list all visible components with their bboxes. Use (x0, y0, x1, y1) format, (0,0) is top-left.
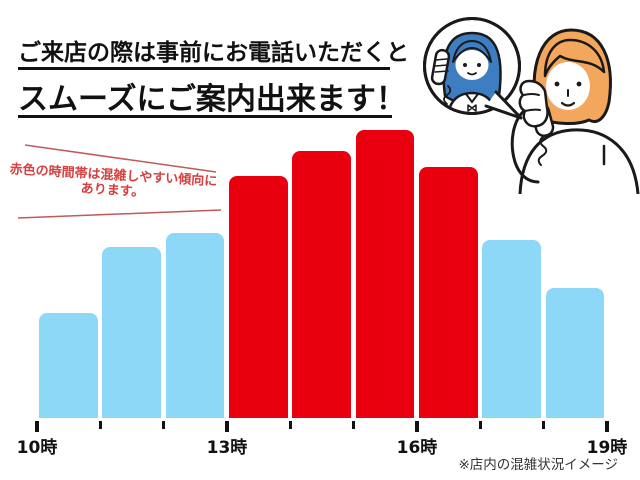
headline-underline-2 (18, 115, 392, 118)
staff-hand-fingers (434, 58, 449, 73)
axis-tick-15 (352, 421, 355, 429)
axis-tick-18 (542, 421, 545, 429)
chart-footnote: ※店内の混雑状況イメージ (458, 457, 618, 473)
staff-face (455, 50, 489, 80)
customer-smile (560, 101, 576, 107)
axis-tick-16 (414, 421, 419, 432)
customer-eye-right (576, 81, 582, 87)
customer-bangs (543, 38, 606, 78)
axis-tick-19 (604, 421, 609, 432)
axis-tick-13 (224, 421, 229, 432)
customer-eye-left (554, 81, 560, 87)
phone-call-illustration (423, 17, 640, 194)
headline-underline-1 (18, 67, 390, 70)
customer-body (518, 128, 640, 194)
staff-collar (465, 93, 479, 104)
customer-hand-knuckles (523, 93, 541, 112)
annotation-lines (17, 144, 222, 219)
bar-hour-11 (102, 247, 162, 418)
axis-label-10: 10時 (16, 438, 58, 458)
bar-hour-13 (228, 176, 288, 418)
axis-tick-12 (162, 421, 165, 429)
axis-tick-17 (479, 421, 482, 429)
speech-bubble-outline (423, 17, 521, 115)
annotation-line-bottom (17, 209, 222, 219)
axis-tick-10 (35, 421, 39, 432)
bar-hour-14 (292, 151, 352, 418)
axis-label-13: 13時 (206, 438, 248, 458)
customer-figure (510, 28, 640, 194)
staff-bangs (452, 40, 492, 63)
headline-line1: ご来店の際は事前にお電話いただくと (18, 40, 409, 66)
bar-hour-16 (418, 167, 478, 418)
customer-face (546, 62, 590, 110)
customer-arm (510, 108, 540, 184)
axis-label-16: 16時 (396, 438, 438, 458)
annotation-line-top (24, 144, 217, 173)
staff-eye-right (477, 63, 481, 67)
customer-phone-cord (537, 135, 548, 166)
staff-phone-cord (443, 85, 452, 105)
axis-tick-14 (289, 421, 292, 429)
staff-smile (467, 72, 477, 76)
axis-tick-11 (99, 421, 102, 429)
staff-eye-left (463, 63, 467, 67)
bar-hour-17 (482, 240, 542, 418)
headline-line2: スムーズにご案内出来ます！ (18, 82, 406, 117)
bar-hour-18 (545, 288, 605, 418)
staff-bow (467, 104, 477, 112)
axis-label-19: 19時 (586, 438, 628, 458)
customer-hand (518, 79, 549, 128)
bar-hour-12 (165, 233, 225, 418)
speech-bubble-tail (484, 90, 523, 120)
bar-hour-10 (39, 313, 98, 418)
bar-hour-15 (355, 130, 415, 418)
